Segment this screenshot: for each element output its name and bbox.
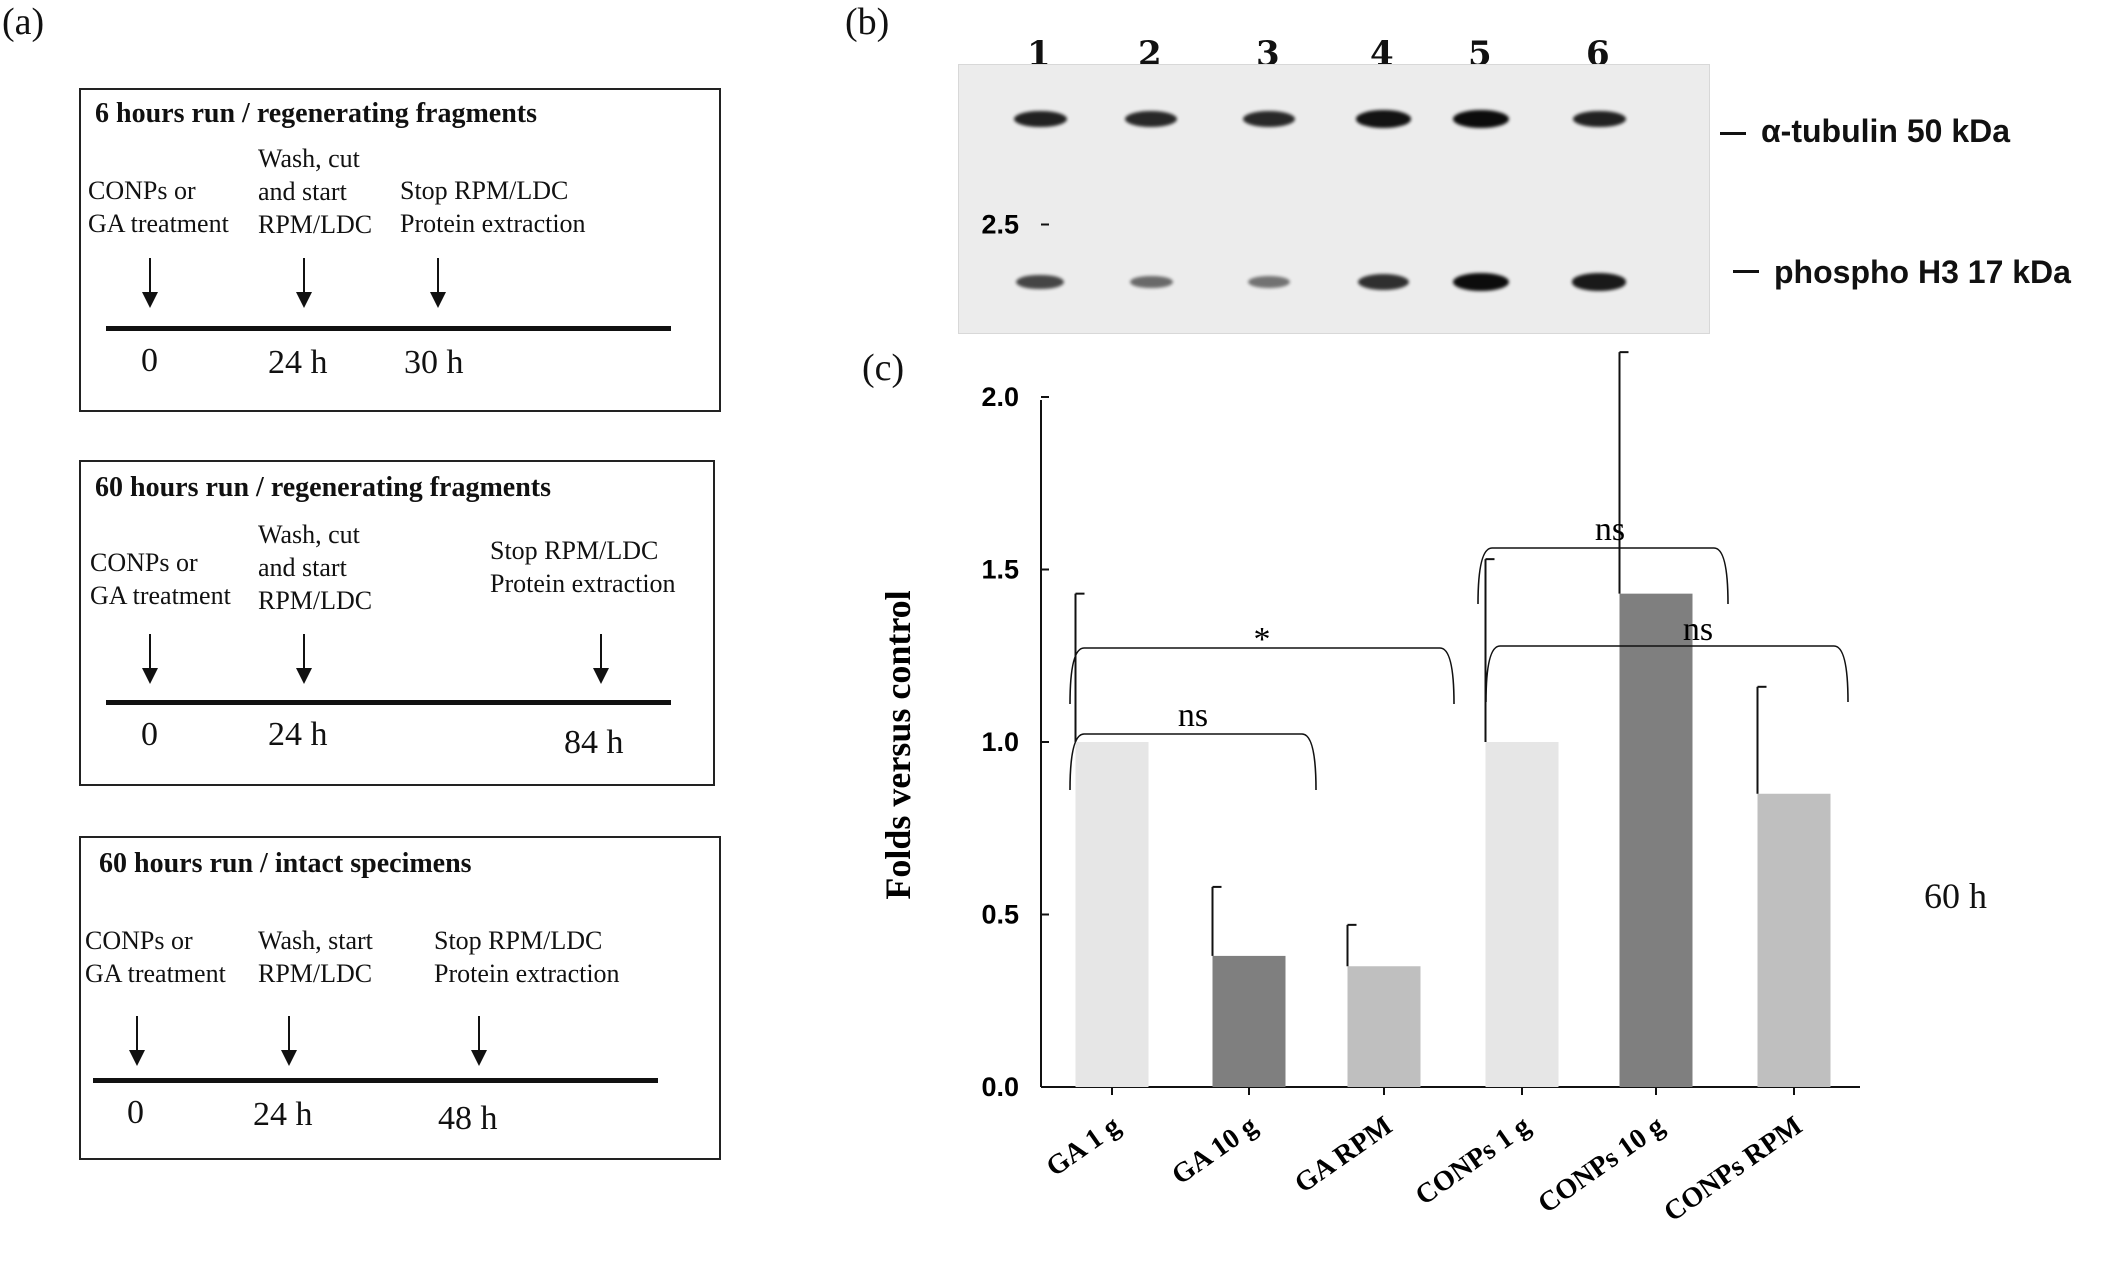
- x-tick-label: GA RPM: [1289, 1110, 1398, 1199]
- timeline-box-6h-regenerating: 6 hours run / regenerating fragments CON…: [79, 88, 721, 412]
- time-label: 84 h: [564, 724, 624, 761]
- phospho-h3-band: [1248, 275, 1290, 289]
- y-tick-label: 2.5: [981, 210, 1019, 240]
- down-arrow-icon: [129, 1016, 145, 1066]
- bar: [1619, 593, 1693, 1087]
- time-point-label: 60 h: [1924, 876, 1987, 916]
- bar: [1347, 966, 1421, 1087]
- down-arrow-icon: [296, 634, 312, 684]
- step-note-wash: Wash, cut and start RPM/LDC: [258, 144, 373, 239]
- time-label: 0: [141, 342, 158, 379]
- bar: [1075, 742, 1149, 1087]
- x-tick-label: CONPs RPM: [1658, 1110, 1808, 1228]
- timeline-box-title: 6 hours run / regenerating fragments: [95, 98, 537, 129]
- bar: [1757, 793, 1831, 1087]
- timeline-box-title: 60 hours run / regenerating fragments: [95, 472, 551, 503]
- phospho-h3-band: [1129, 275, 1173, 289]
- step-note-stop: Stop RPM/LDC Protein extraction: [434, 926, 620, 988]
- phospho-h3-band: [1453, 273, 1509, 291]
- western-blot-image: [958, 64, 1710, 334]
- step-note-stop: Stop RPM/LDC Protein extraction: [400, 176, 586, 238]
- timeline-box-60h-intact: 60 hours run / intact specimens CONPs or…: [79, 836, 721, 1160]
- down-arrow-icon: [430, 258, 446, 308]
- bar: [1212, 955, 1286, 1087]
- timeline-axis: [106, 700, 671, 705]
- down-arrow-icon: [281, 1016, 297, 1066]
- timeline-axis: [93, 1078, 658, 1083]
- significance-label: ns: [1683, 611, 1713, 648]
- tubulin-band: [1572, 110, 1626, 128]
- time-label: 48 h: [438, 1100, 498, 1137]
- significance-bracket: [1069, 733, 1317, 791]
- y-tick-label: 1.5: [981, 555, 1019, 585]
- y-tick-label: 2.0: [981, 382, 1019, 412]
- step-note-treatment: CONPs or GA treatment: [90, 548, 231, 610]
- y-tick-label: 0.5: [981, 900, 1019, 930]
- panel-c-label: (c): [862, 347, 905, 389]
- y-tick-label: 0.0: [981, 1072, 1019, 1102]
- step-note-wash: Wash, start RPM/LDC: [258, 926, 373, 988]
- x-tick-label: CONPs 10 g: [1532, 1110, 1670, 1219]
- step-note-treatment: CONPs or GA treatment: [85, 926, 226, 988]
- significance-label: *: [1254, 621, 1271, 658]
- significance-bracket: [1069, 647, 1455, 705]
- tubulin-band: [1355, 110, 1411, 128]
- panel-a-label: (a): [2, 1, 45, 43]
- down-arrow-icon: [142, 634, 158, 684]
- timeline-box-60h-regenerating: 60 hours run / regenerating fragments CO…: [79, 460, 715, 786]
- down-arrow-icon: [142, 258, 158, 308]
- step-note-treatment: CONPs or GA treatment: [88, 176, 229, 238]
- down-arrow-icon: [471, 1016, 487, 1066]
- time-label: 24 h: [253, 1096, 313, 1133]
- band-label-tubulin: α-tubulin 50 kDa: [1761, 113, 2011, 149]
- y-tick-label: 1.0: [981, 727, 1019, 757]
- x-tick-label: CONPs 1 g: [1410, 1110, 1536, 1211]
- significance-label: ns: [1178, 697, 1208, 734]
- significance-bracket: [1485, 645, 1849, 703]
- band-marker: [1720, 132, 1746, 135]
- step-note-wash: Wash, cut and start RPM/LDC: [258, 520, 373, 615]
- timeline-box-title: 60 hours run / intact specimens: [99, 848, 472, 879]
- phospho-h3-band: [1357, 274, 1409, 290]
- x-tick-label: GA 10 g: [1166, 1110, 1263, 1191]
- tubulin-band: [1453, 110, 1509, 128]
- tubulin-band: [1013, 110, 1067, 128]
- timeline-axis: [106, 326, 671, 331]
- down-arrow-icon: [593, 634, 609, 684]
- time-label: 0: [127, 1094, 144, 1131]
- time-label: 24 h: [268, 344, 328, 381]
- x-tick-label: GA 1 g: [1041, 1110, 1126, 1183]
- phospho-h3-band: [1016, 274, 1064, 290]
- panel-b-label: (b): [845, 1, 890, 43]
- tubulin-band: [1243, 110, 1295, 128]
- significance-bracket: [1477, 547, 1729, 605]
- time-label: 0: [141, 716, 158, 753]
- tubulin-band: [1125, 110, 1177, 128]
- band-marker: [1733, 270, 1759, 273]
- phospho-h3-band: [1572, 273, 1626, 291]
- time-label: 24 h: [268, 716, 328, 753]
- bar: [1485, 742, 1559, 1087]
- y-axis-label: Folds versus control: [878, 590, 918, 899]
- significance-label: ns: [1595, 511, 1625, 548]
- down-arrow-icon: [296, 258, 312, 308]
- time-label: 30 h: [404, 344, 464, 381]
- band-label-phospho-h3: phospho H3 17 kDa: [1774, 254, 2071, 290]
- step-note-stop: Stop RPM/LDC Protein extraction: [490, 536, 676, 598]
